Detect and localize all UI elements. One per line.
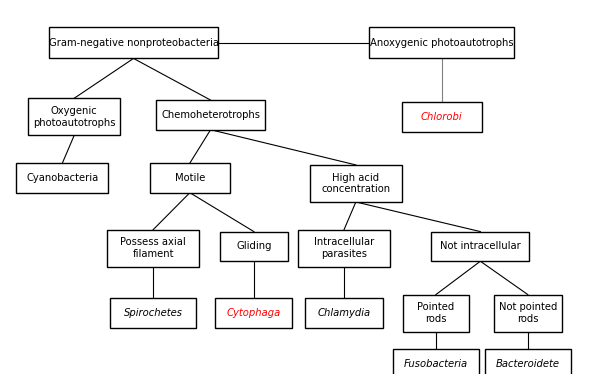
FancyBboxPatch shape xyxy=(306,298,382,328)
Text: Gram-negative nonproteobacteria: Gram-negative nonproteobacteria xyxy=(48,38,218,48)
FancyBboxPatch shape xyxy=(310,165,402,202)
FancyBboxPatch shape xyxy=(402,102,482,132)
Text: Bacteroidete: Bacteroidete xyxy=(496,359,560,369)
FancyBboxPatch shape xyxy=(220,232,288,261)
FancyBboxPatch shape xyxy=(298,230,390,267)
FancyBboxPatch shape xyxy=(49,27,218,59)
Text: Chlorobi: Chlorobi xyxy=(421,112,463,122)
FancyBboxPatch shape xyxy=(150,163,230,193)
Text: Anoxygenic photoautotrophs: Anoxygenic photoautotrophs xyxy=(370,38,514,48)
Text: Pointed
rods: Pointed rods xyxy=(417,302,454,324)
FancyBboxPatch shape xyxy=(155,100,266,130)
FancyBboxPatch shape xyxy=(404,294,468,332)
FancyBboxPatch shape xyxy=(107,230,199,267)
Text: Not pointed
rods: Not pointed rods xyxy=(499,302,557,324)
FancyBboxPatch shape xyxy=(28,98,120,135)
Text: Spirochetes: Spirochetes xyxy=(123,308,183,318)
Text: Cytophaga: Cytophaga xyxy=(227,308,281,318)
FancyBboxPatch shape xyxy=(16,163,108,193)
Text: Gliding: Gliding xyxy=(236,242,272,251)
Text: Fusobacteria: Fusobacteria xyxy=(404,359,468,369)
FancyBboxPatch shape xyxy=(110,298,196,328)
FancyBboxPatch shape xyxy=(393,349,479,378)
Text: High acid
concentration: High acid concentration xyxy=(321,173,390,194)
FancyBboxPatch shape xyxy=(369,27,514,59)
Text: Possess axial
filament: Possess axial filament xyxy=(120,237,186,259)
Text: Chemoheterotrophs: Chemoheterotrophs xyxy=(161,110,260,120)
Text: Intracellular
parasites: Intracellular parasites xyxy=(314,237,374,259)
Text: Not intracellular: Not intracellular xyxy=(440,242,521,251)
Text: Oxygenic
photoautotrophs: Oxygenic photoautotrophs xyxy=(33,106,116,127)
FancyBboxPatch shape xyxy=(431,232,529,261)
Text: Motile: Motile xyxy=(175,173,205,183)
FancyBboxPatch shape xyxy=(215,298,292,328)
FancyBboxPatch shape xyxy=(485,349,571,378)
Text: Chlamydia: Chlamydia xyxy=(318,308,371,318)
Text: Cyanobacteria: Cyanobacteria xyxy=(26,173,99,183)
FancyBboxPatch shape xyxy=(494,294,562,332)
